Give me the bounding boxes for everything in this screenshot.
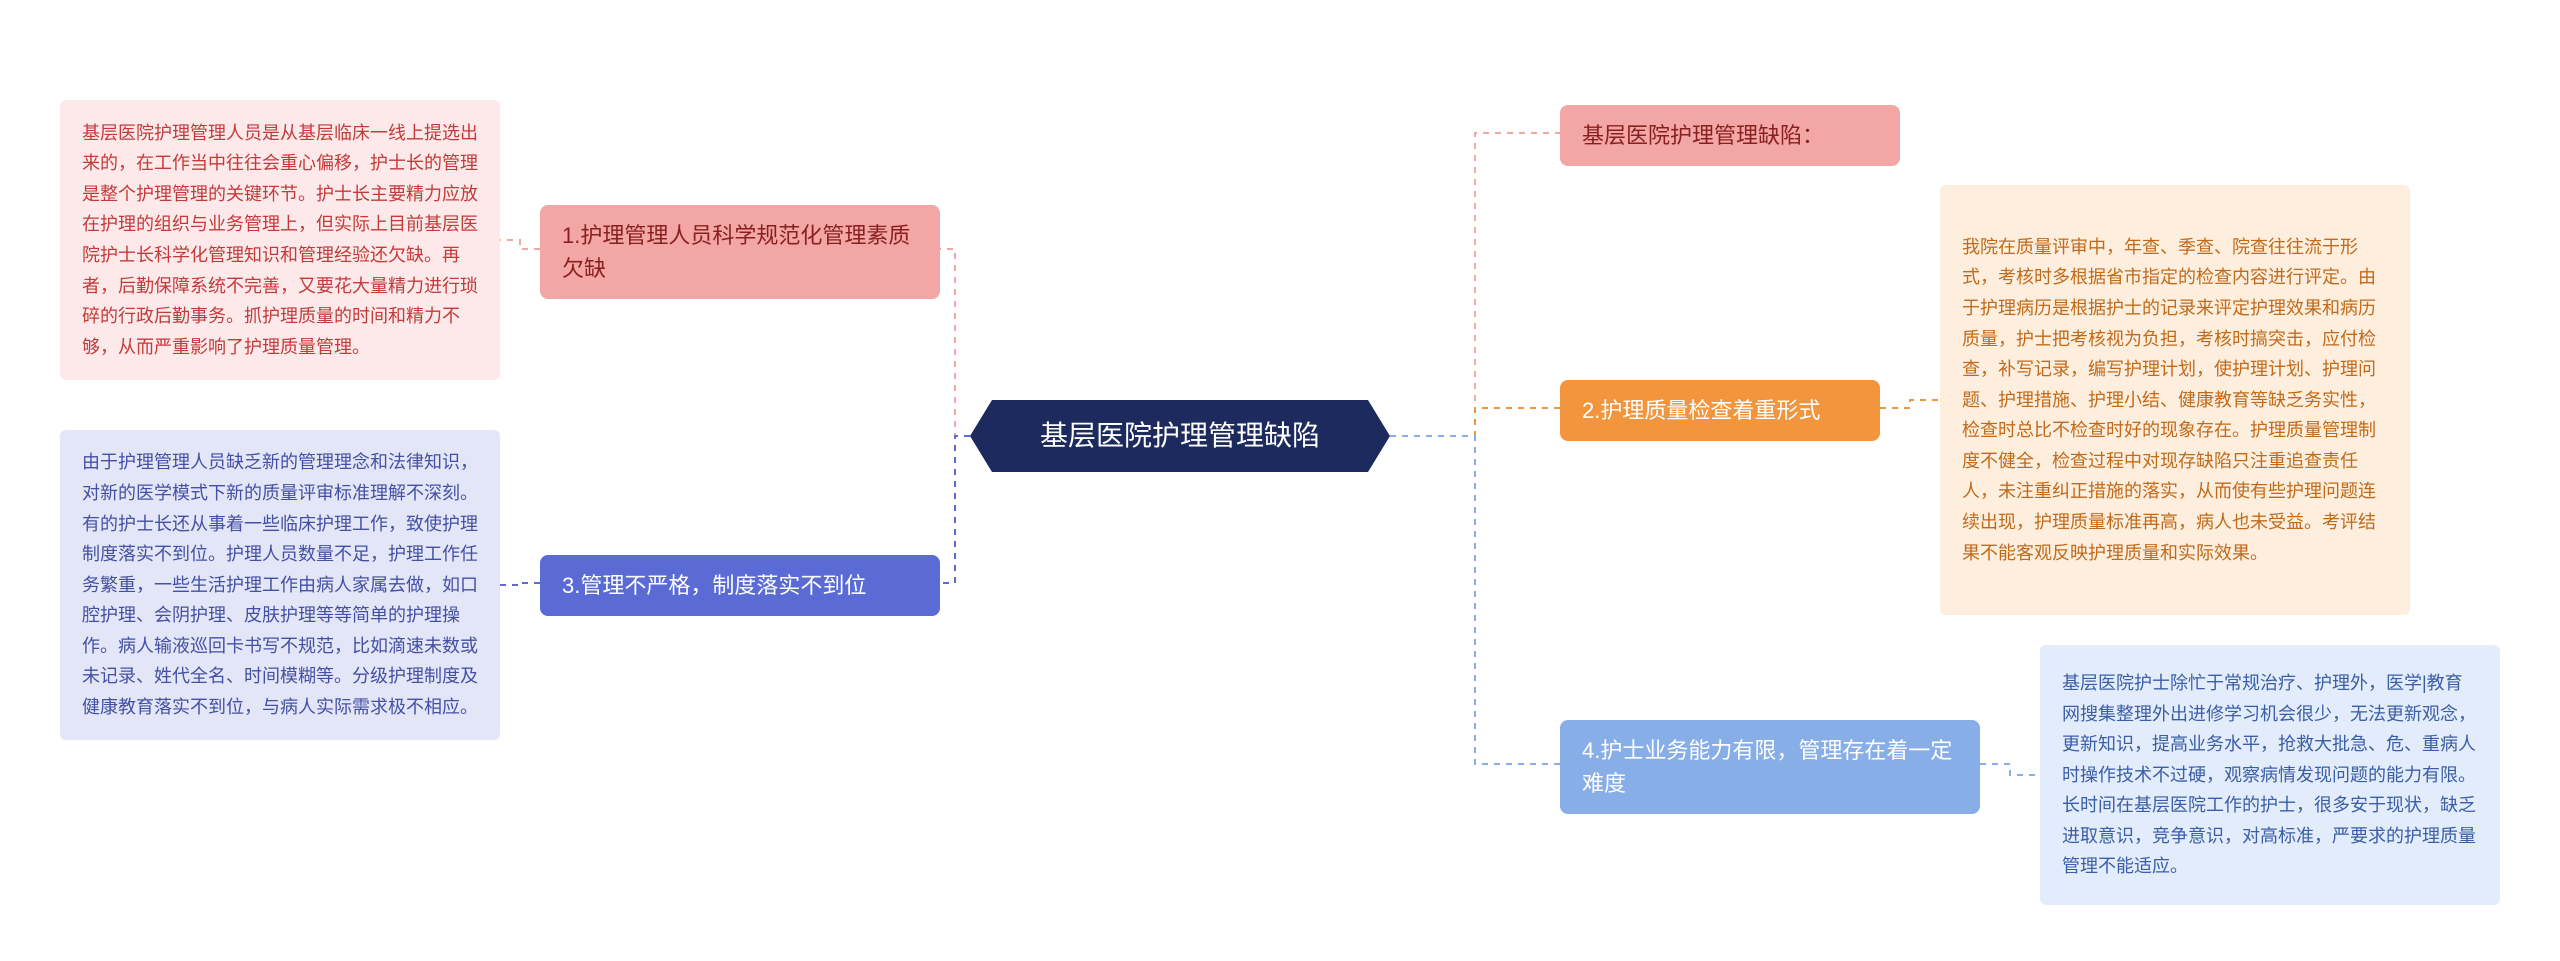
desc-text-4: 基层医院护士除忙于常规治疗、护理外，医学|教育网搜集整理外出进修学习机会很少，无… (2062, 668, 2478, 882)
branch-label-2: 2.护理质量检查着重形式 (1582, 394, 1820, 427)
branch-node-1: 1.护理管理人员科学规范化管理素质欠缺 (540, 205, 940, 299)
desc-text-2: 我院在质量评审中，年查、季查、院查往往流于形式，考核时多根据省市指定的检查内容进… (1962, 232, 2388, 569)
desc-node-2: 我院在质量评审中，年查、季查、院查往往流于形式，考核时多根据省市指定的检查内容进… (1940, 185, 2410, 615)
desc-text-3: 由于护理管理人员缺乏新的管理理念和法律知识，对新的医学模式下新的质量评审标准理解… (82, 447, 478, 722)
branch-label-3: 3.管理不严格，制度落实不到位 (562, 569, 866, 602)
branch-label-0: 基层医院护理管理缺陷： (1582, 119, 1824, 152)
branch-label-4: 4.护士业务能力有限，管理存在着一定难度 (1582, 734, 1958, 800)
branch-node-4: 4.护士业务能力有限，管理存在着一定难度 (1560, 720, 1980, 814)
branch-node-2: 2.护理质量检查着重形式 (1560, 380, 1880, 441)
desc-node-1: 基层医院护理管理人员是从基层临床一线上提选出来的，在工作当中往往会重心偏移，护士… (60, 100, 500, 380)
branch-node-3: 3.管理不严格，制度落实不到位 (540, 555, 940, 616)
desc-node-4: 基层医院护士除忙于常规治疗、护理外，医学|教育网搜集整理外出进修学习机会很少，无… (2040, 645, 2500, 905)
center-label: 基层医院护理管理缺陷 (1040, 415, 1320, 457)
branch-label-1: 1.护理管理人员科学规范化管理素质欠缺 (562, 219, 918, 285)
desc-text-1: 基层医院护理管理人员是从基层临床一线上提选出来的，在工作当中往往会重心偏移，护士… (82, 118, 478, 363)
desc-node-3: 由于护理管理人员缺乏新的管理理念和法律知识，对新的医学模式下新的质量评审标准理解… (60, 430, 500, 740)
center-node: 基层医院护理管理缺陷 (970, 400, 1390, 472)
branch-node-0: 基层医院护理管理缺陷： (1560, 105, 1900, 166)
